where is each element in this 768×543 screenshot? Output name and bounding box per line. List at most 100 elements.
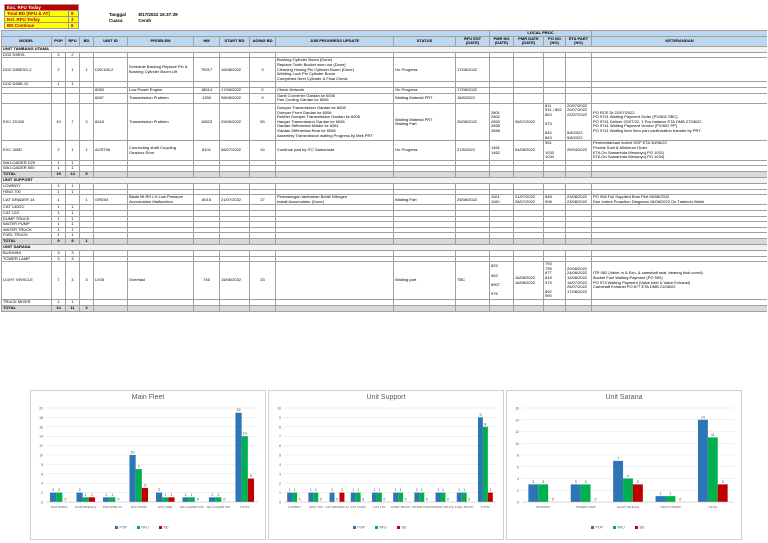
bar bbox=[697, 419, 708, 502]
legend-label: RFU bbox=[142, 526, 150, 530]
column-header: PO NO (HO) bbox=[543, 35, 566, 47]
bar bbox=[623, 478, 633, 502]
data-label: 1 bbox=[211, 493, 213, 497]
data-label: 1 bbox=[458, 488, 460, 492]
bar bbox=[707, 437, 718, 502]
table-cell: Connecting shaft Coupling Gearbox Error bbox=[127, 140, 194, 161]
x-tick-label: WATER PUMP bbox=[412, 505, 432, 509]
summary-row: BD Continue 6 bbox=[4, 22, 80, 29]
bar bbox=[155, 492, 163, 502]
charts-area: Main Fleet 0 2 4 6 8 10 12 14 16 18 20 2 2 1 10 2 1 1 19 2 1 1… bbox=[0, 388, 768, 543]
table-row: WA LOADER D20 1 1 bbox=[1, 159, 767, 167]
table-cell bbox=[489, 57, 514, 83]
legend-label: BD bbox=[164, 526, 169, 530]
table-row: LIGHT VEHICLE 7 4 3 LV05 Overhaul 745 15/08/202… bbox=[1, 261, 767, 300]
table-cell: 34 bbox=[249, 140, 276, 161]
table-cell: 3 bbox=[79, 102, 94, 142]
legend-swatch bbox=[591, 526, 594, 529]
bar bbox=[461, 492, 467, 502]
table-cell: Dumper Transmission Gardan ke 6006 Dumpe… bbox=[275, 102, 394, 142]
table-cell: 14 bbox=[51, 304, 66, 312]
table-cell: 27/8/2022 bbox=[455, 140, 490, 161]
data-label: 1 bbox=[164, 493, 166, 497]
bar bbox=[182, 497, 189, 502]
bar bbox=[613, 460, 624, 502]
y-tick-label: 20 bbox=[39, 407, 43, 411]
data-label: 0 bbox=[299, 498, 301, 502]
table-cell: TOTAL bbox=[1, 304, 52, 312]
column-header: PMR DATE (DATE) bbox=[513, 35, 544, 47]
table-cell: PO 908 Full Supplied Bms Pkrt 08/08/2022… bbox=[591, 194, 767, 206]
data-label: 3 bbox=[575, 480, 577, 484]
table-row: HINO 700 1 1 bbox=[1, 188, 767, 196]
date-label: Tanggal bbox=[109, 11, 126, 17]
table-cell: 79317 bbox=[193, 57, 220, 83]
data-label: 3 bbox=[542, 480, 544, 484]
bar bbox=[371, 492, 377, 502]
table-cell: 1461 1462 bbox=[489, 140, 514, 161]
table-cell: Continue part by ITC Samarinda bbox=[275, 140, 394, 161]
x-tick-label: TOWER LAMP bbox=[576, 505, 596, 509]
x-tick-label: TOTAL bbox=[481, 505, 491, 509]
table-cell bbox=[513, 57, 544, 83]
table-cell bbox=[489, 304, 514, 312]
data-label: 1 bbox=[421, 488, 423, 492]
table-row: CAT GRADER 14 1 1 GRD04 Blade lift RH LH Low… bbox=[1, 194, 767, 206]
table-cell: 1350 bbox=[193, 92, 220, 104]
x-tick-label: CAT 12G bbox=[373, 505, 386, 509]
table-cell bbox=[513, 304, 544, 312]
table-cell: 7 bbox=[65, 102, 80, 142]
section-title: UNIT TAMBANG UTAMA bbox=[1, 45, 767, 53]
column-header: MODEL bbox=[1, 35, 52, 47]
legend-swatch bbox=[635, 526, 638, 529]
column-header: START BD bbox=[219, 35, 250, 47]
legend-swatch bbox=[613, 526, 616, 529]
table-cell bbox=[127, 304, 194, 312]
legend-label: BD bbox=[640, 526, 645, 530]
section-title: UNIT SARANA bbox=[1, 243, 767, 251]
y-tick-label: 9 bbox=[279, 416, 281, 420]
bar bbox=[215, 497, 222, 502]
data-label: 1 bbox=[105, 493, 107, 497]
bar bbox=[655, 496, 666, 502]
data-label: 1 bbox=[289, 488, 291, 492]
legend-label: POP bbox=[120, 526, 128, 530]
table-cell bbox=[65, 92, 80, 104]
table-cell bbox=[393, 304, 456, 312]
legend-label: POP bbox=[358, 526, 366, 530]
chart-title: Unit Support bbox=[367, 394, 406, 401]
bar bbox=[456, 492, 462, 502]
table-cell: 29/06/2022 bbox=[219, 102, 250, 142]
y-tick-label: 7 bbox=[279, 435, 281, 439]
data-label: 0 bbox=[64, 498, 66, 502]
bar bbox=[487, 492, 493, 502]
column-header: STATUS bbox=[393, 35, 456, 47]
table-cell bbox=[565, 304, 592, 312]
table-cell: On Progress bbox=[393, 140, 456, 161]
table-cell: Blade lift RH LH Low Pressure Accumulato… bbox=[127, 194, 194, 206]
x-tick-label: FUEL TRUCK bbox=[455, 505, 474, 509]
data-label: 1 bbox=[357, 488, 359, 492]
data-label: 0 bbox=[362, 498, 364, 502]
data-label: 1 bbox=[463, 488, 465, 492]
table-cell: 745 bbox=[193, 261, 220, 300]
table-cell: 16/08/2022 16/08/2022 bbox=[513, 261, 544, 300]
y-tick-label: 14 bbox=[515, 418, 519, 422]
bar bbox=[135, 469, 142, 502]
column-header: PMR NO (DATE) bbox=[489, 35, 514, 47]
bar bbox=[570, 484, 581, 502]
table-cell bbox=[543, 57, 566, 83]
table-cell: 1 bbox=[79, 194, 94, 206]
data-label: 1 bbox=[378, 488, 380, 492]
table-cell: 2 bbox=[51, 57, 66, 83]
table-cell bbox=[1, 92, 52, 104]
data-label: 1 bbox=[315, 488, 317, 492]
bar bbox=[419, 492, 425, 502]
data-label: 14 bbox=[701, 415, 705, 419]
data-label: 1 bbox=[669, 492, 671, 496]
y-tick-label: 10 bbox=[39, 454, 43, 458]
table-cell: 1101 1160 bbox=[489, 194, 514, 206]
